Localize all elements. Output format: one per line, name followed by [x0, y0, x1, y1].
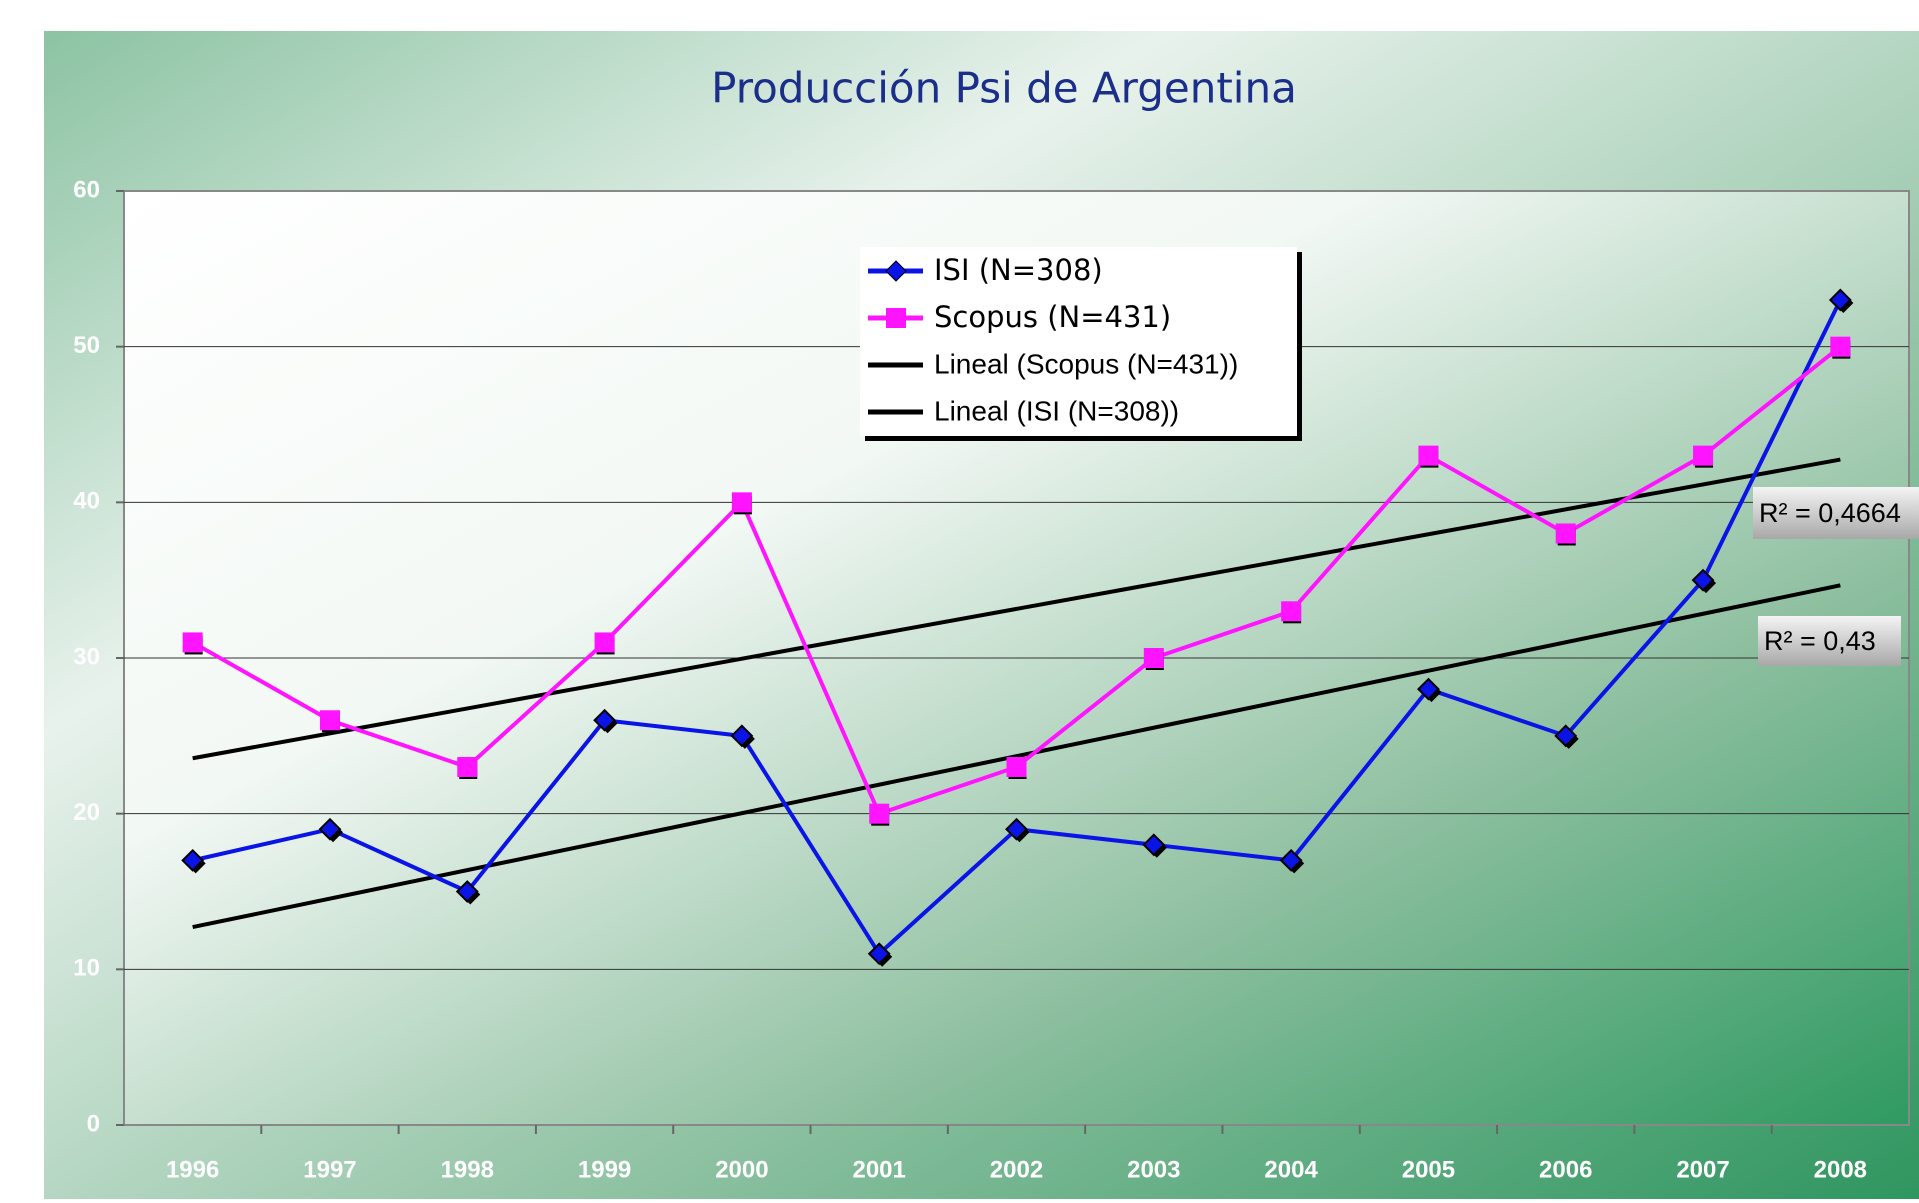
- marker: [1417, 677, 1440, 701]
- marker: [1828, 288, 1852, 312]
- annotation: R² = 0,4664: [1759, 498, 1901, 528]
- marker: [1691, 568, 1715, 592]
- marker: [181, 848, 205, 872]
- marker: [869, 803, 890, 824]
- annotation: R² = 0,43: [1764, 626, 1876, 656]
- y-tick-label: 30: [73, 643, 100, 670]
- x-tick-label: 2001: [852, 1156, 905, 1183]
- y-tick-label: 40: [73, 488, 100, 515]
- x-tick-label: 2006: [1539, 1156, 1592, 1183]
- x-tick-label: 2004: [1264, 1156, 1318, 1183]
- legend-label: ISI (N=308): [934, 253, 1103, 287]
- marker: [319, 710, 340, 731]
- x-tick-label: 1997: [303, 1156, 356, 1183]
- chart-title: Producción Psi de Argentina: [711, 64, 1297, 113]
- marker: [594, 632, 615, 653]
- legend-label: Lineal (Scopus (N=431)): [934, 348, 1238, 379]
- marker: [593, 708, 616, 732]
- marker: [1006, 756, 1027, 777]
- marker: [731, 492, 752, 513]
- marker: [1418, 445, 1439, 466]
- x-tick-label: 2008: [1814, 1156, 1867, 1183]
- y-tick-label: 20: [73, 799, 100, 826]
- marker: [1554, 724, 1578, 748]
- marker: [182, 632, 203, 653]
- marker: [1830, 336, 1851, 357]
- marker: [318, 817, 342, 841]
- marker: [867, 942, 891, 966]
- y-tick-label: 60: [73, 176, 100, 203]
- trendline: [192, 457, 1841, 761]
- annotation-box: [1758, 616, 1901, 666]
- x-tick-label: 1996: [166, 1156, 219, 1183]
- marker: [1142, 833, 1166, 857]
- y-tick-label: 10: [73, 955, 100, 982]
- x-tick-label: 2000: [715, 1156, 768, 1183]
- y-tick-label: 50: [73, 332, 100, 359]
- legend: [860, 247, 1297, 436]
- marker: [455, 880, 479, 903]
- marker: [1005, 817, 1028, 841]
- legend-marker: [886, 308, 906, 328]
- x-tick-label: 2005: [1402, 1156, 1455, 1183]
- trendline: [192, 583, 1841, 930]
- marker: [1555, 523, 1576, 544]
- marker: [1693, 445, 1714, 466]
- x-tick-label: 2002: [990, 1156, 1043, 1183]
- legend-label: Scopus (N=431): [934, 300, 1171, 334]
- marker: [457, 756, 478, 777]
- marker: [1143, 648, 1164, 668]
- y-tick-label: 0: [87, 1110, 100, 1137]
- x-tick-label: 1998: [441, 1156, 494, 1183]
- marker: [1281, 601, 1302, 622]
- x-tick-label: 2003: [1127, 1156, 1180, 1183]
- marker: [1279, 848, 1303, 872]
- marker: [730, 724, 754, 748]
- x-tick-label: 1999: [578, 1156, 631, 1183]
- legend-label: Lineal (ISI (N=308)): [934, 395, 1179, 426]
- annotation-box: [1753, 487, 1919, 539]
- x-tick-label: 2007: [1676, 1156, 1729, 1183]
- legend-marker: [885, 260, 907, 282]
